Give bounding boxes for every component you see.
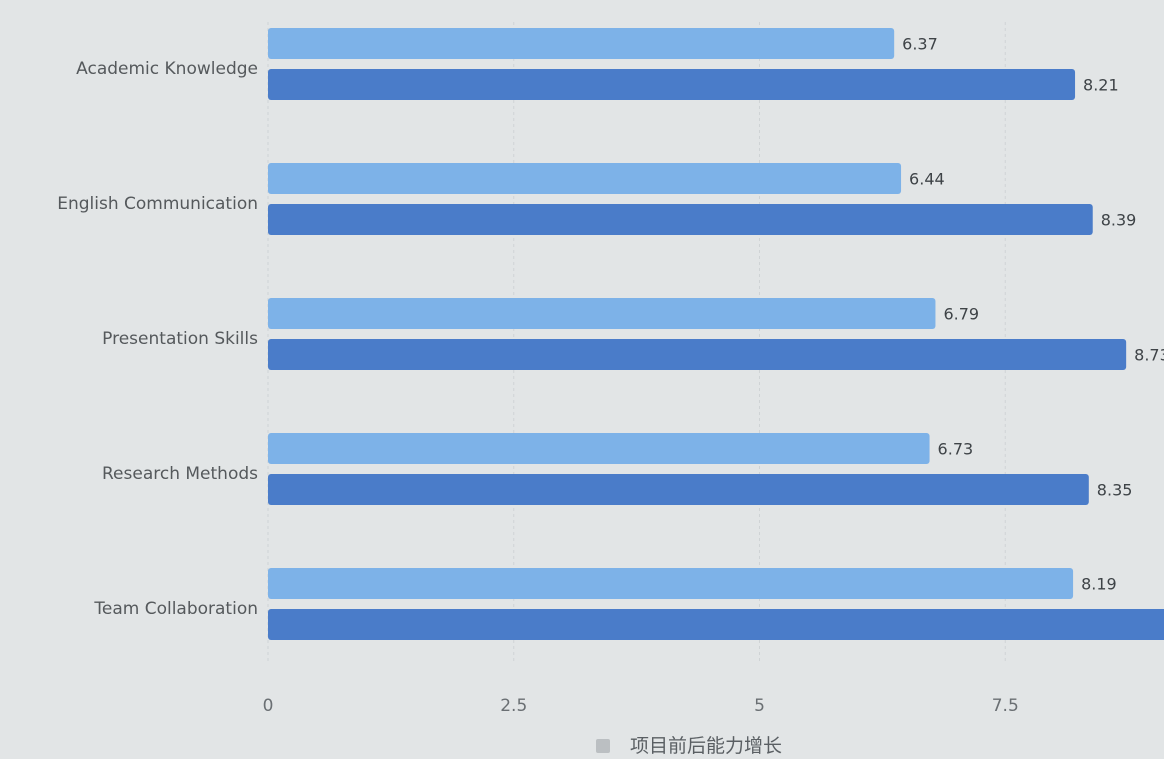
data-label-3-1: 8.35	[1097, 481, 1133, 500]
data-label-2-1: 8.73	[1134, 346, 1164, 365]
data-label-4-0: 8.19	[1081, 575, 1117, 594]
bar-0-0	[268, 28, 895, 59]
data-labels: 6.378.216.448.396.798.736.738.358.199.19	[902, 35, 1164, 594]
data-label-1-1: 8.39	[1101, 211, 1137, 230]
x-tick-label-1: 2.5	[500, 696, 527, 716]
bar-1-0	[268, 163, 902, 194]
category-label-0: Academic Knowledge	[76, 59, 258, 79]
bar-3-0	[268, 433, 930, 464]
category-label-2: Presentation Skills	[102, 329, 258, 349]
data-label-2-0: 6.79	[943, 305, 979, 324]
category-labels: Academic Knowledge English Communication P…	[57, 59, 258, 619]
data-label-1-0: 6.44	[909, 170, 945, 189]
category-label-4: Team Collaboration	[93, 599, 258, 619]
legend-icon	[596, 739, 610, 753]
bar-2-0	[268, 298, 936, 329]
x-tick-label-0: 0	[263, 696, 274, 716]
bar-3-1	[268, 474, 1089, 505]
bar-4-0	[268, 568, 1074, 599]
bar-1-1	[268, 204, 1093, 235]
category-label-1: English Communication	[57, 194, 258, 214]
bar-0-1	[268, 69, 1076, 100]
bars	[268, 28, 1164, 640]
x-axis-ticks: 0 2.5 5 7.5	[263, 696, 1019, 716]
bar-4-1	[268, 609, 1164, 640]
x-axis-label: 项目前后能力增长	[630, 735, 782, 757]
x-tick-label-3: 7.5	[992, 696, 1019, 716]
data-label-0-1: 8.21	[1083, 76, 1119, 95]
x-tick-label-2: 5	[754, 696, 765, 716]
bar-2-1	[268, 339, 1127, 370]
category-label-3: Research Methods	[102, 464, 258, 484]
data-label-0-0: 6.37	[902, 35, 938, 54]
data-label-3-0: 6.73	[938, 440, 974, 459]
x-axis-title: 项目前后能力增长	[596, 735, 782, 757]
